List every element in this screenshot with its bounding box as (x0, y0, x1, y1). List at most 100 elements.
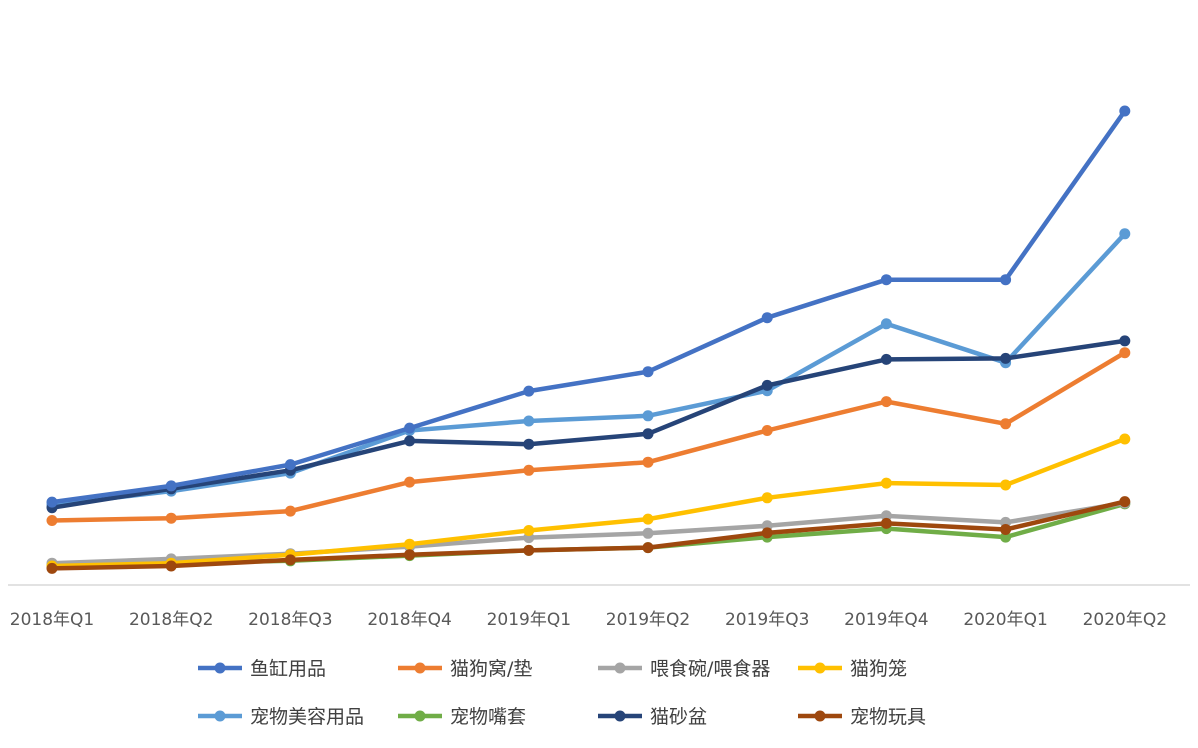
x-tick-labels: 2018年Q1 2018年Q2 2018年Q3 2018年Q4 2019年Q1 2019年… (10, 610, 1167, 630)
data-point (642, 513, 654, 525)
x-tick-label: 2020年Q1 (963, 610, 1047, 630)
data-point (1000, 274, 1012, 286)
x-tick-label: 2020年Q2 (1083, 610, 1167, 630)
legend-swatch-marker (614, 710, 626, 722)
data-point (165, 480, 177, 492)
legend-label: 鱼缸用品 (250, 658, 326, 680)
legend-item: 宠物嘴套 (398, 706, 526, 728)
data-point (880, 510, 892, 522)
legend-item: 猫狗笼 (798, 658, 907, 680)
data-point (404, 549, 416, 561)
data-point (1000, 418, 1012, 430)
data-point (1000, 524, 1012, 535)
data-point (46, 515, 58, 526)
data-point (1119, 335, 1131, 347)
x-tick-label: 2018年Q3 (248, 610, 332, 630)
legend-item: 猫砂盆 (598, 706, 707, 728)
x-tick-label: 2018年Q2 (129, 610, 213, 630)
series-line (49, 350, 1128, 523)
data-point (880, 477, 892, 489)
legend-label: 猫砂盆 (650, 706, 707, 728)
data-point (761, 527, 773, 539)
series-6 (46, 335, 1131, 514)
legend-item: 鱼缸用品 (198, 658, 326, 680)
data-point (523, 385, 535, 397)
series-7 (46, 496, 1131, 574)
series-layer (46, 105, 1131, 574)
x-tick-label: 2018年Q1 (10, 610, 94, 630)
x-tick-label: 2019年Q3 (725, 610, 809, 630)
series-line (49, 499, 1128, 571)
data-point (404, 476, 416, 488)
legend-swatch-marker (414, 710, 426, 722)
legend-swatch-marker (214, 662, 226, 674)
legend-label: 喂食碗/喂食器 (650, 658, 770, 680)
legend-item: 喂食碗/喂食器 (598, 658, 770, 680)
data-point (642, 428, 654, 440)
x-tick-label: 2019年Q1 (487, 610, 571, 630)
legend-swatch-marker (814, 710, 826, 722)
data-point (880, 274, 892, 286)
data-point (404, 422, 416, 434)
data-point (761, 492, 773, 504)
data-point (523, 525, 535, 536)
legend-swatch-marker (814, 662, 826, 674)
data-point (642, 456, 654, 468)
legend-item: 宠物美容用品 (198, 706, 364, 728)
data-point (880, 517, 892, 529)
data-point (284, 505, 296, 517)
legend-swatch-marker (614, 662, 626, 674)
data-point (880, 353, 892, 365)
data-point (1119, 105, 1131, 117)
series-line (49, 338, 1128, 510)
data-point (523, 544, 535, 556)
series-line (49, 436, 1128, 569)
data-point (404, 538, 416, 550)
legend-label: 猫狗窝/垫 (450, 658, 532, 680)
data-point (523, 438, 535, 450)
data-point (761, 379, 773, 391)
series-line (49, 500, 1128, 566)
x-tick-label: 2019年Q4 (844, 610, 928, 630)
data-point (1119, 347, 1131, 359)
data-point (1000, 479, 1012, 491)
data-point (284, 459, 296, 471)
x-tick-label: 2018年Q4 (367, 610, 451, 630)
data-point (1000, 531, 1012, 543)
legend-swatch-marker (214, 710, 226, 722)
data-point (1119, 433, 1131, 445)
series-line (49, 231, 1128, 508)
data-point (642, 527, 654, 539)
legend-item: 宠物玩具 (798, 706, 926, 728)
data-point (165, 512, 177, 524)
data-point (880, 318, 892, 330)
x-tick-label: 2019年Q2 (606, 610, 690, 630)
legend-swatch-marker (414, 662, 426, 674)
series-line (49, 108, 1128, 505)
data-point (1119, 496, 1131, 508)
data-point (761, 425, 773, 436)
data-point (165, 560, 177, 572)
data-point (523, 415, 535, 427)
data-point (642, 366, 654, 378)
series-0 (46, 105, 1131, 508)
data-point (523, 464, 535, 476)
data-point (46, 496, 58, 508)
legend-label: 宠物嘴套 (450, 706, 526, 728)
data-point (46, 562, 58, 574)
data-point (642, 542, 654, 554)
data-point (761, 312, 773, 324)
legend-item: 猫狗窝/垫 (398, 658, 532, 680)
data-point (284, 554, 296, 566)
legend-label: 猫狗笼 (850, 658, 907, 680)
data-point (642, 410, 654, 422)
data-point (1000, 352, 1012, 364)
data-point (880, 396, 892, 408)
series-1 (46, 347, 1131, 526)
data-point (1119, 228, 1131, 240)
legend-label: 宠物玩具 (850, 706, 926, 728)
legend-label: 宠物美容用品 (250, 706, 364, 728)
data-point (404, 435, 416, 447)
